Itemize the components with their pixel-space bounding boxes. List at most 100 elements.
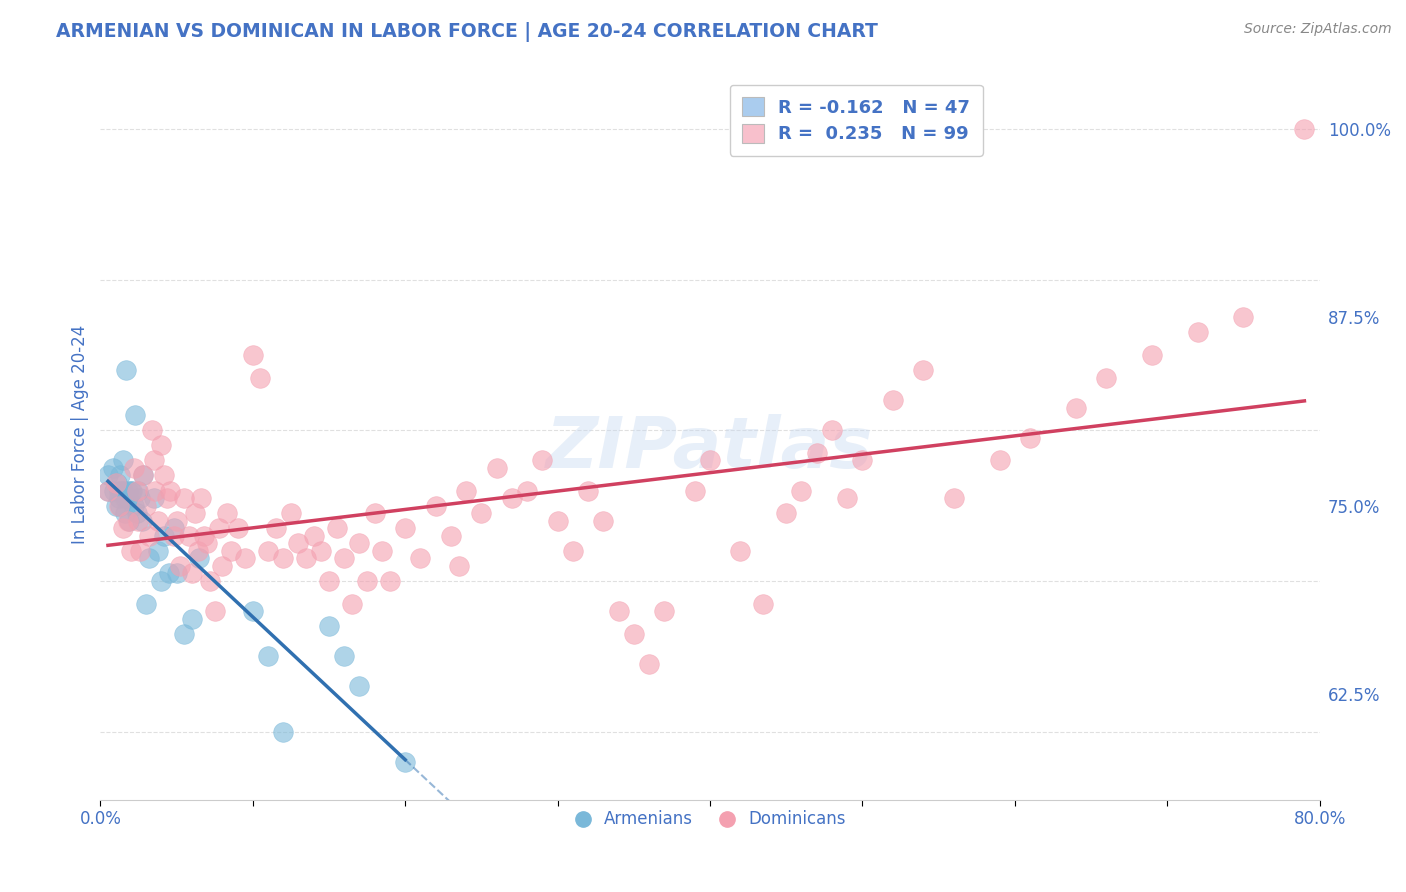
Point	[1140, 348, 1163, 362]
Point	[104, 499, 127, 513]
Point	[148, 544, 170, 558]
Point	[356, 574, 378, 588]
Point	[1232, 310, 1254, 325]
Point	[173, 626, 195, 640]
Point	[121, 483, 143, 498]
Point	[180, 566, 202, 581]
Point	[132, 468, 155, 483]
Text: ARMENIAN VS DOMINICAN IN LABOR FORCE | AGE 20-24 CORRELATION CHART: ARMENIAN VS DOMINICAN IN LABOR FORCE | A…	[56, 22, 879, 42]
Point	[242, 604, 264, 618]
Point	[138, 529, 160, 543]
Point	[806, 446, 828, 460]
Point	[531, 453, 554, 467]
Point	[122, 461, 145, 475]
Point	[592, 514, 614, 528]
Point	[485, 461, 508, 475]
Point	[108, 499, 131, 513]
Point	[112, 453, 135, 467]
Point	[101, 461, 124, 475]
Point	[118, 514, 141, 528]
Point	[456, 483, 478, 498]
Point	[699, 453, 721, 467]
Point	[150, 574, 173, 588]
Point	[120, 483, 142, 498]
Point	[141, 423, 163, 437]
Point	[638, 657, 661, 671]
Point	[129, 544, 152, 558]
Point	[125, 506, 148, 520]
Point	[271, 551, 294, 566]
Point	[132, 468, 155, 483]
Point	[211, 558, 233, 573]
Point	[851, 453, 873, 467]
Point	[184, 506, 207, 520]
Point	[97, 483, 120, 498]
Point	[561, 544, 583, 558]
Point	[97, 468, 120, 483]
Point	[105, 475, 128, 490]
Point	[516, 483, 538, 498]
Point	[264, 521, 287, 535]
Point	[790, 483, 813, 498]
Point	[882, 393, 904, 408]
Point	[249, 370, 271, 384]
Point	[103, 483, 125, 498]
Point	[215, 506, 238, 520]
Point	[117, 491, 139, 505]
Point	[142, 491, 165, 505]
Point	[1294, 121, 1316, 136]
Point	[363, 506, 385, 520]
Point	[1095, 370, 1118, 384]
Point	[470, 506, 492, 520]
Point	[257, 544, 280, 558]
Point	[114, 506, 136, 520]
Point	[221, 544, 243, 558]
Point	[333, 551, 356, 566]
Point	[193, 529, 215, 543]
Point	[394, 521, 416, 535]
Point	[501, 491, 523, 505]
Point	[394, 755, 416, 769]
Legend: Armenians, Dominicans: Armenians, Dominicans	[568, 804, 852, 835]
Point	[112, 483, 135, 498]
Point	[257, 649, 280, 664]
Point	[607, 604, 630, 618]
Point	[166, 514, 188, 528]
Point	[623, 626, 645, 640]
Point	[143, 483, 166, 498]
Point	[988, 453, 1011, 467]
Point	[271, 724, 294, 739]
Point	[683, 483, 706, 498]
Point	[107, 499, 129, 513]
Point	[148, 514, 170, 528]
Point	[108, 468, 131, 483]
Text: ZIPatlas: ZIPatlas	[547, 414, 873, 483]
Point	[302, 529, 325, 543]
Point	[378, 574, 401, 588]
Point	[129, 491, 152, 505]
Point	[135, 597, 157, 611]
Point	[752, 597, 775, 611]
Point	[837, 491, 859, 505]
Point	[242, 348, 264, 362]
Point	[107, 491, 129, 505]
Point	[127, 483, 149, 498]
Point	[150, 438, 173, 452]
Point	[177, 529, 200, 543]
Point	[775, 506, 797, 520]
Point	[349, 536, 371, 550]
Point	[295, 551, 318, 566]
Point	[280, 506, 302, 520]
Point	[124, 408, 146, 422]
Point	[287, 536, 309, 550]
Point	[1187, 326, 1209, 340]
Point	[447, 558, 470, 573]
Point	[117, 483, 139, 498]
Point	[204, 604, 226, 618]
Point	[576, 483, 599, 498]
Point	[318, 619, 340, 633]
Point	[104, 475, 127, 490]
Point	[1019, 431, 1042, 445]
Point	[233, 551, 256, 566]
Point	[138, 551, 160, 566]
